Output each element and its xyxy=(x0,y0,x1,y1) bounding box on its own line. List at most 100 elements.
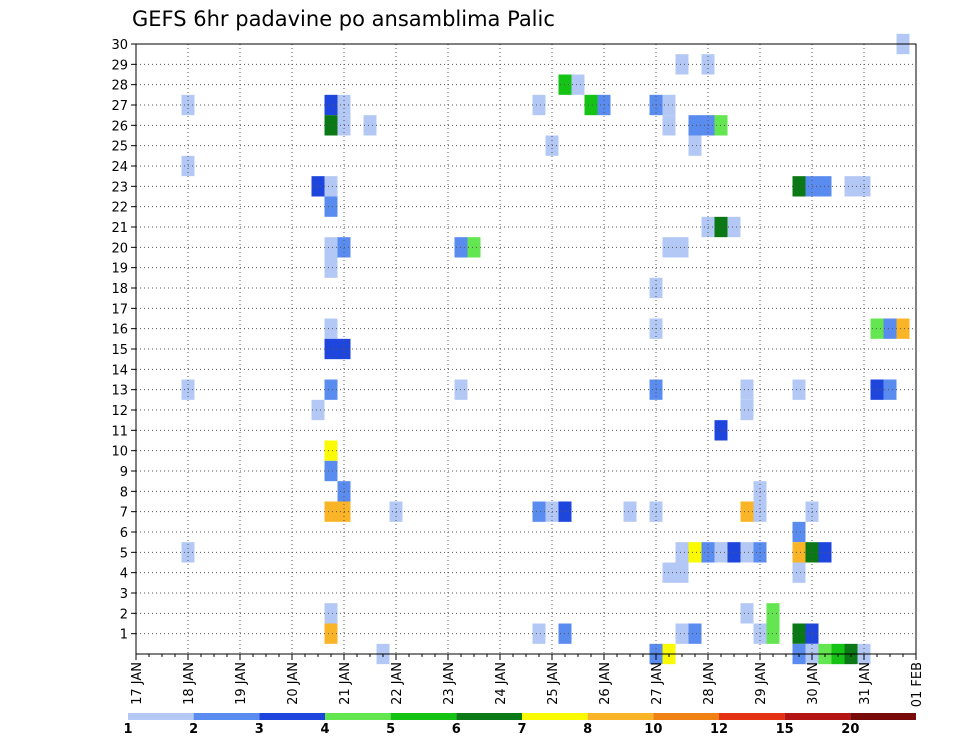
heatmap-cell xyxy=(675,237,689,258)
x-tick-label: 23 JAN xyxy=(442,662,457,705)
y-tick-label: 24 xyxy=(111,160,128,175)
colorbar-legend: 1 2 3 4 5 6 7 8 10 12 15 20 xyxy=(123,713,916,737)
x-tick-label: 30 JAN xyxy=(806,662,821,705)
heatmap-cell xyxy=(740,501,754,522)
heatmap-cell xyxy=(883,318,897,339)
heatmap-cell xyxy=(727,216,741,238)
colorbar-swatch xyxy=(719,713,785,720)
chart-title: GEFS 6hr padavine po ansamblima Palic xyxy=(132,7,555,31)
x-tick-label: 29 JAN xyxy=(754,662,769,705)
y-tick-label: 16 xyxy=(111,323,128,338)
heatmap-cell xyxy=(311,176,325,197)
heatmap-cell xyxy=(311,399,325,421)
y-tick-label: 17 xyxy=(111,302,128,317)
x-tick-label: 31 JAN xyxy=(858,662,873,705)
colorbar-label: 7 xyxy=(517,722,526,737)
y-tick-label: 14 xyxy=(111,363,128,378)
heatmap-cell xyxy=(844,176,858,197)
colorbar-label: 20 xyxy=(841,722,859,737)
y-tick-label: 22 xyxy=(111,201,128,216)
heatmap-cells xyxy=(181,33,910,665)
heatmap-cell xyxy=(324,196,338,217)
colorbar-swatch xyxy=(193,713,260,720)
y-tick-label: 7 xyxy=(120,506,128,521)
heatmap-cell xyxy=(675,623,689,644)
y-tick-label: 29 xyxy=(111,58,128,73)
heatmap-cell xyxy=(324,94,338,116)
y-tick-label: 11 xyxy=(111,424,128,439)
heatmap-cell xyxy=(532,94,546,116)
y-tick-label: 20 xyxy=(111,241,128,256)
heatmap-cell xyxy=(532,623,546,644)
y-tick-label: 18 xyxy=(111,282,128,297)
y-tick-label: 5 xyxy=(120,546,128,561)
heatmap-cell xyxy=(532,501,546,522)
heatmap-cell xyxy=(792,379,806,400)
heatmap-cell xyxy=(740,603,754,624)
colorbar-swatch xyxy=(653,713,719,720)
colorbar-label: 1 xyxy=(123,722,132,737)
y-tick-label: 19 xyxy=(111,262,128,277)
heatmap-cell xyxy=(324,115,338,136)
colorbar-swatch xyxy=(456,713,522,720)
heatmap-cell xyxy=(675,542,689,563)
y-tick-label: 9 xyxy=(120,465,128,480)
x-tick-label: 01 FEB xyxy=(910,662,925,707)
colorbar-swatch xyxy=(850,713,916,720)
heatmap-cell xyxy=(324,379,338,400)
heatmap-cell xyxy=(363,115,377,136)
x-tick-label: 24 JAN xyxy=(494,662,509,705)
y-tick-label: 21 xyxy=(111,221,128,236)
x-tick-label: 18 JAN xyxy=(182,662,197,705)
heatmap-cell xyxy=(740,379,754,400)
heatmap-cell xyxy=(571,74,585,95)
colorbar-swatch xyxy=(128,713,194,720)
heatmap-cell xyxy=(584,94,598,116)
y-tick-label: 3 xyxy=(120,587,128,602)
y-tick-label: 28 xyxy=(111,79,128,94)
heatmap-cell xyxy=(688,623,702,644)
colorbar-swatch xyxy=(587,713,654,720)
grid-lines xyxy=(136,44,916,654)
heatmap-cell xyxy=(792,623,806,644)
colorbar-label: 4 xyxy=(320,722,329,737)
colorbar-swatch xyxy=(325,713,391,720)
heatmap-cell xyxy=(727,542,741,563)
heatmap-cell xyxy=(324,623,338,644)
colorbar-label: 10 xyxy=(644,722,662,737)
x-tick-label: 21 JAN xyxy=(338,662,353,705)
colorbar-label: 6 xyxy=(452,722,461,737)
heatmap-cell xyxy=(740,399,754,421)
x-tick-label: 22 JAN xyxy=(390,662,405,705)
y-tick-label: 8 xyxy=(120,485,128,500)
y-tick-label: 26 xyxy=(111,119,128,134)
colorbar-label: 5 xyxy=(386,722,395,737)
colorbar-swatch xyxy=(522,713,588,720)
colorbar-swatch xyxy=(784,713,851,720)
colorbar-label: 3 xyxy=(255,722,264,737)
heatmap-cell xyxy=(792,176,806,197)
x-axis: 17 JAN 18 JAN 19 JAN 20 JAN 21 JAN 22 JAN 23 J… xyxy=(130,654,925,707)
heatmap-cell xyxy=(792,542,806,563)
heatmap-cell xyxy=(675,562,689,583)
y-tick-label: 23 xyxy=(111,180,128,195)
y-tick-label: 30 xyxy=(111,38,128,53)
x-tick-label: 19 JAN xyxy=(234,662,249,705)
heatmap-cell xyxy=(324,603,338,624)
y-tick-label: 13 xyxy=(111,384,128,399)
heatmap-cell xyxy=(792,521,806,543)
heatmap-cell xyxy=(623,501,637,522)
y-tick-label: 4 xyxy=(120,567,128,582)
heatmap-cell xyxy=(688,135,702,156)
heatmap-cell xyxy=(324,440,338,461)
y-tick-label: 27 xyxy=(111,99,128,114)
colorbar-label: 15 xyxy=(776,722,794,737)
y-tick-label: 6 xyxy=(120,526,128,541)
heatmap-cell xyxy=(324,501,338,522)
y-tick-label: 2 xyxy=(120,607,128,622)
y-tick-label: 12 xyxy=(111,404,128,419)
heatmap-cell xyxy=(324,257,338,278)
x-tick-label: 25 JAN xyxy=(546,662,561,705)
y-tick-label: 15 xyxy=(111,343,128,358)
